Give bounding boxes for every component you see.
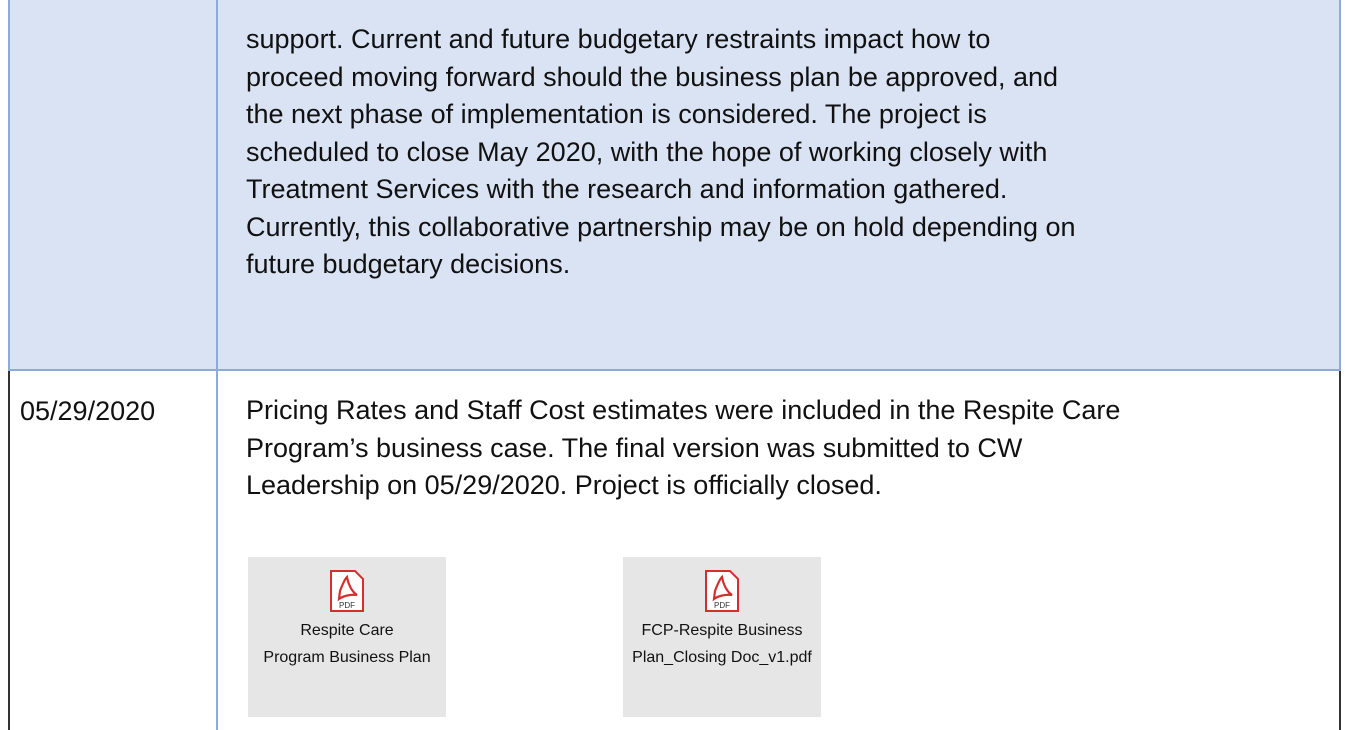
cell-text: Pricing Rates and Staff Cost estimates w… — [246, 392, 1329, 505]
attachment-label: FCP-Respite Business Plan_Closing Doc_v1.… — [623, 617, 821, 671]
text-line: proceed moving forward should the busine… — [246, 61, 1059, 92]
cell-text: support. Current and future budgetary re… — [246, 21, 1329, 284]
text-line: scheduled to close May 2020, with the ho… — [246, 136, 1048, 167]
attachment[interactable]: PDF Respite Care Program Business Plan — [248, 557, 446, 717]
text-line: Program’s business case. The final versi… — [246, 432, 1023, 463]
attachment[interactable]: PDF FCP-Respite Business Plan_Closing Doc_… — [623, 557, 821, 717]
label-line: Respite Care — [300, 622, 394, 639]
table-row: support. Current and future budgetary re… — [8, 0, 1341, 371]
icon-label: PDF — [339, 601, 355, 610]
column-divider — [216, 0, 218, 369]
text-line: future budgetary decisions. — [246, 249, 571, 279]
label-line: FCP-Respite Business — [641, 622, 803, 639]
table-row: 05/29/2020 Pricing Rates and Staff Cost … — [8, 371, 1341, 730]
pdf-icon: PDF — [705, 570, 739, 612]
icon-label: PDF — [714, 601, 730, 610]
text-line: support. Current and future budgetary re… — [246, 24, 991, 54]
attachment-label: Respite Care Program Business Plan — [248, 617, 446, 671]
text-line: Treatment Services with the research and… — [246, 174, 1008, 204]
label-line: Plan_Closing Doc_v1.pdf — [632, 649, 812, 666]
text-line: Pricing Rates and Staff Cost estimates w… — [246, 395, 1121, 425]
label-line: Program Business Plan — [263, 649, 431, 666]
column-divider — [216, 371, 218, 730]
date-cell: 05/29/2020 — [20, 396, 156, 426]
text-line: Leadership on 05/29/2020. Project is off… — [246, 470, 882, 500]
text-line: Currently, this collaborative partnershi… — [246, 211, 1076, 242]
text-line: the next phase of implementation is cons… — [246, 99, 987, 129]
pdf-icon: PDF — [330, 570, 364, 612]
